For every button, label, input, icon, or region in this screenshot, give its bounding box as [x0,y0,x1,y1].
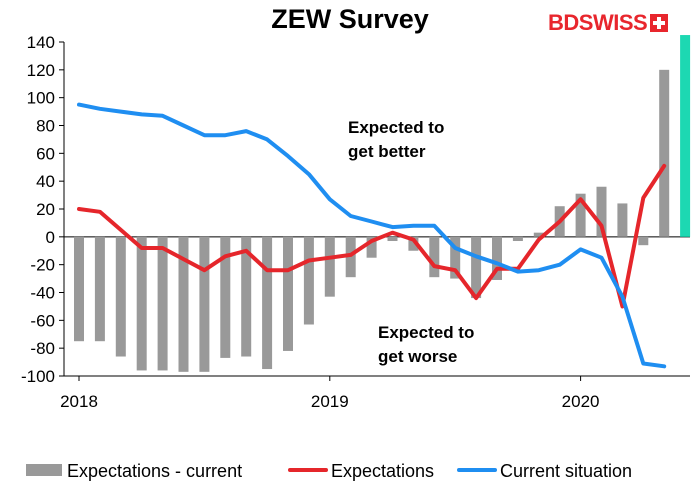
legend-label: Expectations [331,461,434,481]
bar [638,236,649,246]
bar [303,236,314,325]
bar [492,236,502,280]
bdswiss-logo: BDSWISS [548,10,669,36]
logo-text-swiss: SWISS [578,10,648,35]
bar [241,236,252,357]
legend-label: Current situation [500,461,632,481]
logo-text-bd: BD [548,10,579,35]
y-tick-label: 140 [27,33,55,52]
x-tick-label: 2020 [562,392,600,411]
y-tick-label: 60 [36,144,55,163]
y-axis: 140 120 100 80 60 40 20 0 -20 -40 -60 -80 -100 [21,33,64,386]
bar [74,236,84,342]
bar [533,232,544,237]
annotation-text: Expected to [378,323,474,342]
bar [199,236,210,372]
y-tick-label: 0 [46,228,55,247]
annotation-text: get worse [378,347,457,366]
bar [596,186,607,237]
y-tick-label: 20 [36,200,55,219]
bar [429,236,440,278]
y-tick-label: -40 [30,284,55,303]
bar [94,236,105,342]
bar [283,236,293,351]
bar [450,236,461,279]
y-tick-label: -60 [30,311,55,330]
annotations: Expected to get better Expected to get wors… [348,118,474,366]
bar [262,236,273,370]
bar [471,236,482,299]
x-tick-label: 2018 [60,392,98,411]
bar [617,203,628,237]
y-tick-label: 120 [27,61,55,80]
bar [136,236,147,371]
y-tick-label: -80 [30,339,55,358]
bar [408,236,419,251]
y-tick-label: -100 [21,367,55,386]
bar [220,236,231,358]
bar [345,236,356,278]
y-tick-label: -20 [30,256,55,275]
swiss-cross-icon [650,14,669,32]
legend-swatch [26,464,62,476]
x-axis: 2018 2019 2020 [60,376,600,411]
bar [115,236,126,357]
chart-title: ZEW Survey [271,4,429,34]
bars-expectations-current [74,69,670,372]
legend-label: Expectations - current [67,461,242,481]
bar [512,236,523,242]
annotation-text: Expected to [348,118,444,137]
y-tick-label: 100 [27,89,55,108]
line-current-situation [77,102,667,369]
bar [157,236,168,371]
x-tick-label: 2019 [311,392,349,411]
y-tick-label: 40 [36,172,55,191]
bar [366,236,377,258]
bar [659,69,670,237]
line-expectations [77,163,667,309]
y-tick-label: 80 [36,117,55,136]
bar [387,236,398,242]
series-lines [77,102,667,369]
highlight-bar [680,35,691,237]
legend: Expectations - current Expectations Curren… [26,461,632,481]
bar [178,236,189,372]
annotation-text: get better [348,142,426,161]
bar [575,193,586,237]
bar [324,236,335,297]
highlight-bar [680,35,691,237]
